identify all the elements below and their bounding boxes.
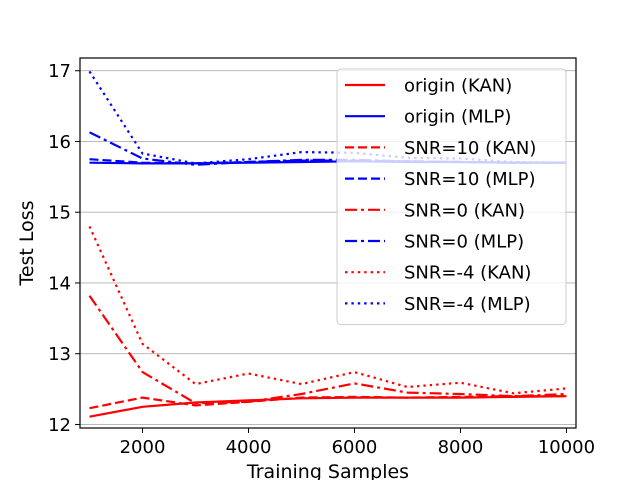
x-tick-label: 6000 [332, 437, 378, 458]
legend-label-8: SNR=-4 (MLP) [404, 294, 531, 315]
legend-label-2: origin (MLP) [404, 107, 511, 128]
y-tick-label: 17 [48, 61, 71, 82]
legend: origin (KAN) origin (MLP) SNR=10 (KAN) SNR=… [336, 68, 567, 326]
legend-label-5: SNR=0 (KAN) [404, 200, 525, 221]
series-line-6 [89, 131, 567, 166]
series-lines [88, 70, 567, 418]
x-tick-label: 2000 [120, 437, 166, 458]
x-axis-label: Training Samples [246, 461, 409, 480]
y-tick-label: 14 [48, 273, 71, 294]
legend-label-3: SNR=10 (KAN) [404, 138, 536, 159]
y-axis-label: Test Loss [16, 200, 38, 286]
grid-lines [80, 70, 576, 425]
x-tick-label: 10000 [538, 437, 595, 458]
y-tick-label: 16 [48, 132, 71, 153]
series-line-7 [88, 225, 567, 395]
axis-ticks: 12 13 14 15 16 17 2000 4000 6000 8000 10000 [48, 61, 595, 458]
legend-label-7: SNR=-4 (KAN) [404, 263, 531, 284]
x-tick-label: 8000 [438, 437, 484, 458]
y-tick-label: 12 [48, 415, 71, 436]
series-line-3 [89, 395, 567, 410]
legend-label-4: SNR=10 (MLP) [404, 169, 536, 190]
plot-frame [79, 57, 577, 429]
x-tick-label: 4000 [226, 437, 272, 458]
legend-label-6: SNR=0 (MLP) [404, 232, 524, 253]
series-line-5 [88, 295, 567, 405]
legend-box [336, 68, 567, 326]
y-tick-label: 15 [48, 203, 71, 224]
y-tick-label: 13 [48, 344, 71, 365]
legend-label-1: origin (KAN) [404, 76, 512, 97]
